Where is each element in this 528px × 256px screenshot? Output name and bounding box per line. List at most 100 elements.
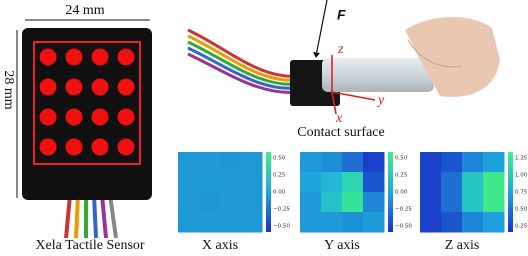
heatmap-cell bbox=[462, 212, 484, 233]
heatmap-cell bbox=[441, 152, 463, 173]
z-axis-label: z bbox=[337, 42, 344, 57]
heatmap-cell bbox=[420, 172, 442, 193]
heatmap-cell bbox=[300, 192, 322, 213]
heatmap-cell bbox=[241, 212, 263, 233]
force-label: F bbox=[337, 7, 346, 23]
heatmap-cell bbox=[462, 172, 484, 193]
heatmap-cell bbox=[199, 192, 221, 213]
heatmap-cell bbox=[300, 152, 322, 173]
heatmap-cell bbox=[199, 152, 221, 173]
heatmap-cell bbox=[321, 152, 343, 173]
heatmap-cell bbox=[300, 212, 322, 233]
heatmap-cell bbox=[241, 172, 263, 193]
heatmap-cell bbox=[178, 212, 200, 233]
width-label: 24 mm bbox=[65, 3, 104, 18]
colorbar bbox=[266, 152, 271, 232]
heatmap-cell bbox=[483, 152, 505, 173]
heatmap-cell bbox=[441, 172, 463, 193]
heatmap-cell bbox=[300, 172, 322, 193]
heatmap-cell bbox=[441, 212, 463, 233]
taxel bbox=[91, 108, 109, 126]
colorbar-tick-label: 0.25 bbox=[273, 173, 286, 179]
heatmap-cell bbox=[420, 212, 442, 233]
taxel bbox=[39, 108, 57, 126]
heatmap-cell bbox=[241, 192, 263, 213]
colorbar bbox=[388, 152, 393, 232]
panel-caption: Y axis bbox=[324, 238, 360, 253]
colorbar-tick-label: 1.00 bbox=[515, 173, 528, 179]
sensor-area bbox=[33, 41, 141, 165]
colorbar-tick-label: −0.25 bbox=[395, 207, 412, 213]
heatmap-cell bbox=[321, 192, 343, 213]
taxel bbox=[39, 48, 57, 66]
taxel bbox=[65, 138, 83, 156]
x-axis-label: x bbox=[335, 111, 343, 126]
heatmap-cell bbox=[342, 152, 364, 173]
heatmap-cell bbox=[178, 152, 200, 173]
heatmap-cell bbox=[241, 152, 263, 173]
colorbar bbox=[508, 152, 513, 232]
taxel bbox=[39, 138, 57, 156]
heatmap-cell bbox=[420, 152, 442, 173]
colorbar-tick-label: 0.25 bbox=[395, 173, 408, 179]
heatmap-cell bbox=[178, 172, 200, 193]
heatmap-cell bbox=[321, 212, 343, 233]
heatmap-cell bbox=[483, 192, 505, 213]
heatmap-cell bbox=[342, 192, 364, 213]
colorbar-tick-label: 0.00 bbox=[273, 190, 286, 196]
heatmap-cell bbox=[321, 172, 343, 193]
taxel-grid bbox=[39, 48, 135, 156]
heatmap-cell bbox=[220, 192, 242, 213]
colorbar-tick-label: 0.50 bbox=[273, 156, 286, 162]
taxel bbox=[65, 48, 83, 66]
height-label: 28 mm bbox=[1, 70, 16, 109]
taxel bbox=[65, 78, 83, 96]
colorbar-tick-label: 0.50 bbox=[395, 156, 408, 162]
colorbar-tick-label: −0.50 bbox=[395, 224, 412, 230]
taxel bbox=[91, 78, 109, 96]
photo bbox=[187, 0, 500, 115]
heatmap-cell bbox=[342, 212, 364, 233]
sensor-caption: Xela Tactile Sensor bbox=[35, 238, 145, 253]
sensor-body bbox=[22, 28, 152, 200]
heatmap-cell bbox=[220, 172, 242, 193]
heatmap-cell bbox=[199, 172, 221, 193]
heatmap-cell bbox=[420, 192, 442, 213]
heatmap-cell bbox=[363, 152, 385, 173]
colorbar-tick-label: −0.25 bbox=[273, 207, 290, 213]
taxel bbox=[117, 48, 135, 66]
colorbar-tick-label: −0.50 bbox=[273, 224, 290, 230]
y-axis-label: y bbox=[376, 93, 385, 108]
colorbar-tick-label: 0.25 bbox=[515, 224, 528, 230]
sensor-cables bbox=[64, 194, 118, 239]
heatmap-panels: 0.50 0.25 0.00 −0.25 −0.50 X axis 0.50 0.25 0.00… bbox=[178, 152, 528, 253]
heatmap-cell bbox=[363, 192, 385, 213]
heatmap-cell bbox=[199, 212, 221, 233]
taxel bbox=[91, 138, 109, 156]
heatmap-cell bbox=[363, 212, 385, 233]
heatmap-cell bbox=[220, 152, 242, 173]
taxel bbox=[65, 108, 83, 126]
taxel bbox=[39, 78, 57, 96]
colorbar-tick-label: 0.75 bbox=[515, 190, 528, 196]
taxel bbox=[117, 78, 135, 96]
heatmap-cell bbox=[178, 192, 200, 213]
heatmap-cell bbox=[363, 172, 385, 193]
heatmap-cell bbox=[462, 192, 484, 213]
panel-caption: Z axis bbox=[445, 238, 480, 253]
contact-caption: Contact surface bbox=[297, 125, 384, 140]
heatmap-cell bbox=[441, 192, 463, 213]
colorbar-tick-label: 1.25 bbox=[515, 156, 528, 162]
colorbar-tick-label: 0.00 bbox=[395, 190, 408, 196]
heatmap-cell bbox=[462, 152, 484, 173]
colorbar-tick-label: 0.50 bbox=[515, 207, 528, 213]
taxel bbox=[117, 108, 135, 126]
heatmap-cell bbox=[483, 172, 505, 193]
taxel bbox=[91, 48, 109, 66]
panel-caption: X axis bbox=[202, 238, 238, 253]
heatmap-cell bbox=[220, 212, 242, 233]
heatmap-cell bbox=[342, 172, 364, 193]
taxel bbox=[117, 138, 135, 156]
